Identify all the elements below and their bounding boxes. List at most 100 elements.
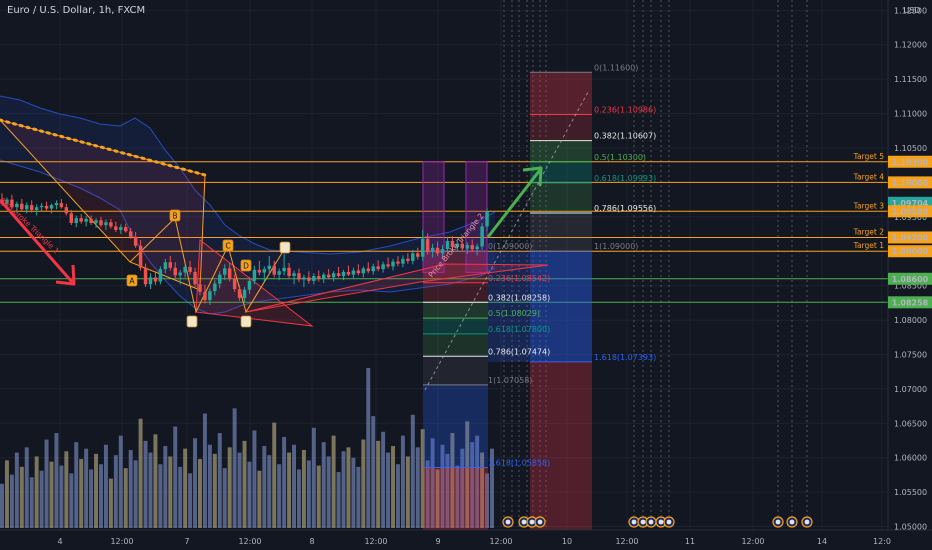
volume-bar bbox=[202, 413, 207, 528]
price-box bbox=[888, 155, 932, 168]
fib-up-level-label: 0.786(1.09556) bbox=[594, 204, 656, 213]
down-arrow-line bbox=[0, 199, 74, 283]
volume-bar bbox=[163, 446, 168, 528]
price-axis[interactable]: USD 1.12500 1.12000 1.11500 1.11000 1.10500 1… bbox=[887, 0, 932, 532]
price-box bbox=[888, 205, 932, 218]
volume-bar bbox=[465, 421, 470, 528]
candle-body bbox=[114, 226, 118, 230]
volume-bar bbox=[435, 469, 440, 528]
price-box-label: 1.08258 bbox=[892, 298, 929, 307]
candle-body bbox=[109, 222, 113, 227]
time-tick-label: 12:0 bbox=[873, 537, 891, 546]
volume-bar bbox=[311, 427, 316, 528]
volume-bar bbox=[39, 470, 44, 528]
time-axis[interactable]: 4 12:00 7 12:00 8 12:00 9 12:00 10 12:00 11 12:00 14… bbox=[0, 529, 932, 550]
time-tick-label: 4 bbox=[57, 537, 62, 546]
volume-bar bbox=[59, 465, 64, 528]
price-tick-label: 1.11500 bbox=[894, 75, 927, 84]
candle-body bbox=[25, 205, 29, 210]
volume-bar bbox=[470, 442, 475, 528]
economic-event-icon-flag bbox=[775, 519, 781, 525]
candle-body bbox=[227, 268, 232, 279]
candle-body bbox=[376, 266, 380, 270]
price-box-label: 1.10000 bbox=[892, 178, 929, 187]
target-label: Target 2 bbox=[853, 227, 885, 236]
volume-bar bbox=[217, 433, 222, 528]
target-label: Target 4 bbox=[853, 172, 885, 181]
candle-body bbox=[242, 289, 247, 299]
bollinger-upper bbox=[0, 95, 496, 255]
target-label: Target 5 bbox=[853, 152, 885, 161]
pattern-point-marker bbox=[279, 241, 291, 254]
candle-body bbox=[257, 269, 262, 273]
pattern-point-label: B bbox=[172, 212, 177, 221]
volume-bar bbox=[158, 464, 163, 528]
price-tick-label: 1.07000 bbox=[894, 385, 927, 394]
volume-bar bbox=[74, 442, 79, 528]
chart-title: Euro / U.S. Dollar, 1h, FXCM bbox=[7, 5, 145, 16]
volume-bar bbox=[212, 453, 217, 528]
price-box-label: 1.08600 bbox=[892, 275, 929, 284]
price-tick-label: 1.10500 bbox=[894, 144, 927, 153]
pattern-point-marker bbox=[222, 239, 234, 252]
volume-bar bbox=[346, 447, 351, 528]
bollinger-band-fill bbox=[0, 96, 495, 314]
fib-up-level-label: 0.382(1.10607) bbox=[594, 132, 656, 141]
fib-down-level-label: 0.618(1.07800) bbox=[488, 325, 550, 334]
candle-body bbox=[222, 268, 227, 275]
volume-bar bbox=[143, 440, 148, 528]
economic-event-icon-flag bbox=[789, 519, 795, 525]
pattern-point-marker bbox=[169, 209, 181, 222]
candle-body bbox=[198, 284, 202, 292]
candle-body bbox=[361, 268, 366, 274]
candle-body bbox=[39, 205, 44, 208]
candle-body bbox=[460, 243, 465, 249]
candle-body bbox=[297, 273, 301, 280]
volume-bar bbox=[94, 453, 99, 528]
economic-event-icon-flag bbox=[537, 519, 543, 525]
volume-bar bbox=[366, 368, 371, 528]
time-tick-label: 12:00 bbox=[238, 537, 261, 546]
candle-body bbox=[485, 211, 489, 227]
price-box bbox=[888, 176, 932, 189]
volume-bar bbox=[391, 446, 395, 528]
candle-body bbox=[203, 291, 207, 301]
candle-body bbox=[34, 207, 39, 210]
candle-body bbox=[10, 199, 14, 208]
candle-body bbox=[371, 266, 375, 272]
volume-bar bbox=[64, 451, 69, 528]
volume-bar bbox=[386, 452, 391, 528]
volume-bar bbox=[316, 465, 321, 528]
candle-body bbox=[64, 207, 69, 214]
volume-bar bbox=[485, 473, 490, 528]
volume-bar bbox=[89, 469, 94, 528]
time-tick-label: 12:00 bbox=[110, 537, 133, 546]
volume-bar bbox=[227, 447, 232, 528]
time-tick-label: 12:00 bbox=[615, 537, 638, 546]
candle-body bbox=[247, 280, 252, 290]
volume-bar bbox=[361, 439, 366, 528]
volume-bar bbox=[207, 444, 212, 528]
volume-bar bbox=[356, 466, 361, 528]
candle-body bbox=[188, 267, 192, 272]
volume-bar bbox=[123, 468, 128, 528]
fib-down-level-label: 0(1.09000) bbox=[488, 242, 532, 251]
candle-body bbox=[178, 272, 182, 276]
fib-down-zone bbox=[423, 318, 488, 334]
pattern-point-marker bbox=[186, 315, 198, 328]
candle-body bbox=[218, 274, 222, 284]
price-tick-label: 1.05000 bbox=[894, 523, 927, 532]
volume-bar bbox=[410, 414, 415, 528]
volume-bar bbox=[108, 478, 113, 528]
time-tick-label: 12:00 bbox=[489, 537, 512, 546]
fib-down-level-label: 0.786(1.07474) bbox=[488, 347, 550, 356]
candle-body bbox=[49, 205, 54, 209]
volume-bar bbox=[450, 433, 455, 528]
volume-bar bbox=[84, 448, 89, 528]
volume-bar bbox=[455, 465, 460, 528]
time-tick-label: 12:00 bbox=[364, 537, 387, 546]
fib-down-zone bbox=[423, 333, 488, 357]
candle-body bbox=[124, 227, 128, 232]
time-axis-background bbox=[0, 530, 932, 550]
